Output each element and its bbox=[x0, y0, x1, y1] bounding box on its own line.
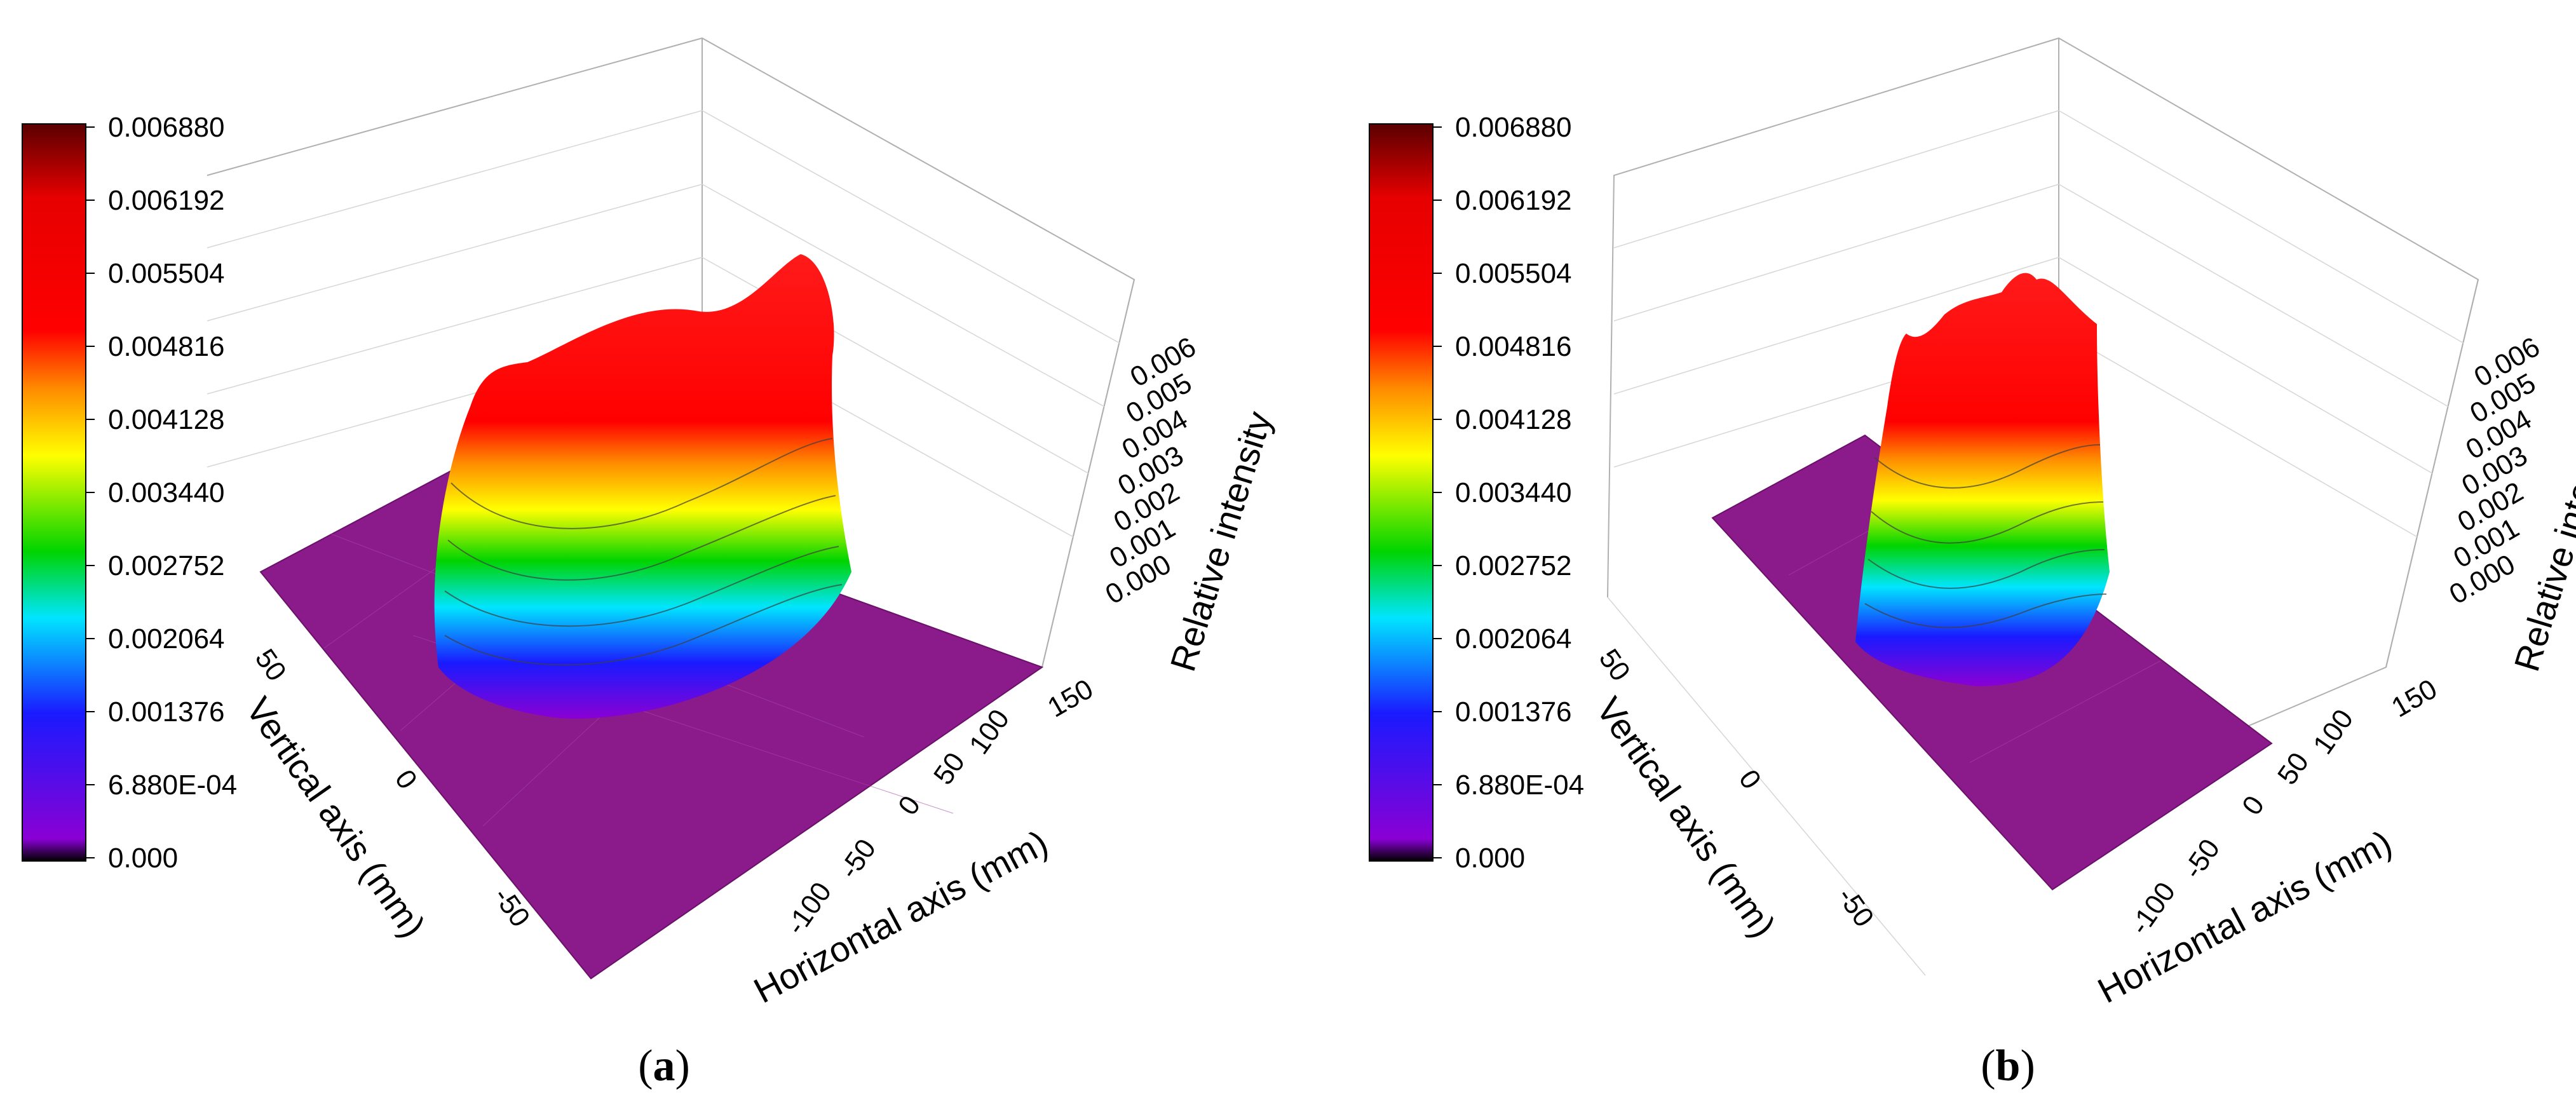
colorbar: 0.006880 0.006192 0.005504 0.004816 0.004128… bbox=[1369, 112, 1584, 874]
colorbar-tick-label: 6.880E-04 bbox=[108, 769, 237, 801]
x-axis-tick-label: 100 bbox=[2307, 704, 2359, 760]
colorbar-tick-label: 0.000 bbox=[1455, 843, 1525, 874]
colorbar-tick-label: 0.006192 bbox=[1455, 185, 1572, 216]
colorbar-tick-label: 0.002064 bbox=[108, 623, 225, 654]
colorbar-tick-label: 0.003440 bbox=[108, 477, 225, 508]
colorbar-tick-label: 0.001376 bbox=[108, 696, 225, 728]
colorbar-tick-label: 0.005504 bbox=[108, 258, 225, 289]
x-axis-tick-label: -50 bbox=[834, 834, 883, 884]
z-axis-label: Relative intensity bbox=[1162, 407, 1279, 675]
x-axis-tick-label: -100 bbox=[780, 877, 838, 940]
colorbar-tick-label: 0.002752 bbox=[108, 550, 225, 581]
colorbar-tick-label: 0.002064 bbox=[1455, 623, 1572, 654]
colorbar: 0.006880 0.006192 0.005504 0.004816 0.004128… bbox=[22, 112, 237, 874]
intensity-surface bbox=[1855, 273, 2110, 686]
panel-a: 0.006880 0.006192 0.005504 0.004816 0.004128… bbox=[22, 37, 1279, 1090]
colorbar-tick-label: 0.005504 bbox=[1455, 258, 1572, 289]
x-axis-tick-label: 0 bbox=[2236, 790, 2270, 821]
contour-lines bbox=[444, 438, 843, 666]
colorbar-tick-label: 0.003440 bbox=[1455, 477, 1572, 508]
y-axis-tick-label: 50 bbox=[249, 644, 292, 687]
contour-lines bbox=[1864, 444, 2107, 628]
z-axis-overlap-label: 150 bbox=[1043, 674, 1099, 724]
intensity-surface bbox=[434, 254, 851, 719]
colorbar-tick-label: 0.004816 bbox=[108, 331, 225, 362]
colorbar-tick-label: 0.002752 bbox=[1455, 550, 1572, 581]
x-axis-tick-label: 0 bbox=[892, 790, 926, 821]
colorbar-tick-label: 0.006192 bbox=[108, 185, 225, 216]
colorbar-ticks: 0.006880 0.006192 0.005504 0.004816 0.004128… bbox=[86, 112, 237, 874]
panel-label: (a) bbox=[638, 1041, 690, 1090]
colorbar-ticks: 0.006880 0.006192 0.005504 0.004816 0.004128… bbox=[1433, 112, 1584, 874]
colorbar-tick-label: 0.006880 bbox=[108, 112, 225, 143]
x-axis-tick-label: -50 bbox=[2178, 834, 2227, 884]
y-axis-tick-label: -50 bbox=[1831, 882, 1880, 933]
y-axis-label: Vertical axis (mm) bbox=[1589, 690, 1784, 945]
y-axis-tick-label: 0 bbox=[1733, 764, 1767, 795]
colorbar-tick-label: 6.880E-04 bbox=[1455, 769, 1584, 801]
z-axis-overlap-label: 150 bbox=[2387, 674, 2443, 724]
panel-label: (b) bbox=[1981, 1041, 2035, 1090]
y-axis-tick-label: 0 bbox=[389, 764, 423, 795]
colorbar-tick-label: 0.004816 bbox=[1455, 331, 1572, 362]
x-axis-tick-label: 50 bbox=[928, 747, 971, 790]
colorbar-tick-label: 0.001376 bbox=[1455, 696, 1572, 728]
x-axis-tick-label: 50 bbox=[2272, 747, 2315, 790]
colorbar-tick-label: 0.000 bbox=[108, 843, 178, 874]
colorbar-tick-label: 0.006880 bbox=[1455, 112, 1572, 143]
colorbar-tick-label: 0.004128 bbox=[1455, 404, 1572, 435]
panel-b: 0.006880 0.006192 0.005504 0.004816 0.004128… bbox=[1369, 37, 2576, 1090]
colorbar-tick-label: 0.004128 bbox=[108, 404, 225, 435]
y-axis-tick-label: 50 bbox=[1593, 644, 1636, 687]
x-axis-tick-label: -100 bbox=[2124, 877, 2182, 940]
